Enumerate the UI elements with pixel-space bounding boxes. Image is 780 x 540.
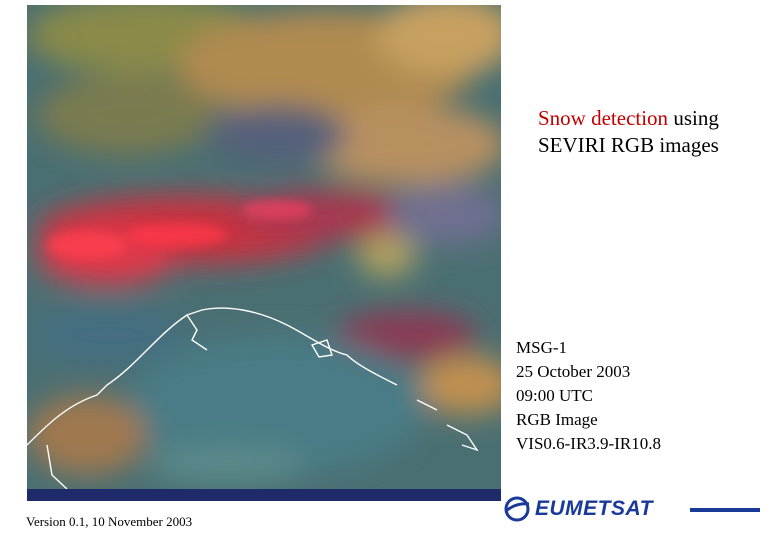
info-line: RGB Image xyxy=(516,410,598,429)
logo-text: EUMETSAT xyxy=(535,497,653,520)
rule xyxy=(690,508,760,512)
info-line: 09:00 UTC xyxy=(516,386,593,405)
slide-title: Snow detection using SEVIRI RGB images xyxy=(538,105,719,159)
info-line: VIS0.6-IR3.9-IR10.8 xyxy=(516,434,661,453)
title-line2: SEVIRI RGB images xyxy=(538,133,719,157)
logo-icon xyxy=(504,496,530,522)
info-line: 25 October 2003 xyxy=(516,362,631,381)
info-line: MSG-1 xyxy=(516,338,568,357)
footer: Version 0.1, 10 November 2003 xyxy=(26,514,193,529)
title-rest: using xyxy=(673,106,719,130)
logo: EUMETSAT xyxy=(503,495,653,523)
info-block: MSG-1 25 October 2003 09:00 UTC RGB Image VI… xyxy=(516,336,661,456)
title-highlight: Snow detection xyxy=(538,106,669,130)
satellite-image xyxy=(27,5,501,501)
